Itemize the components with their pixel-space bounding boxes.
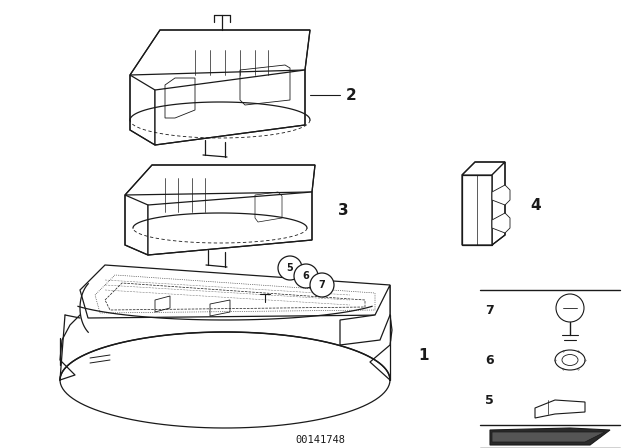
Polygon shape (155, 70, 305, 145)
Polygon shape (492, 213, 510, 233)
Text: 3: 3 (338, 202, 349, 217)
Text: 6: 6 (303, 271, 309, 281)
Text: 00141748: 00141748 (295, 435, 345, 445)
Circle shape (278, 256, 302, 280)
Circle shape (310, 273, 334, 297)
Polygon shape (535, 400, 585, 418)
Polygon shape (340, 285, 390, 345)
Text: 1: 1 (418, 348, 429, 362)
Polygon shape (130, 30, 310, 75)
Polygon shape (80, 265, 390, 318)
Polygon shape (492, 162, 505, 245)
Circle shape (294, 264, 318, 288)
Text: 5: 5 (287, 263, 293, 273)
Text: 2: 2 (346, 87, 356, 103)
Text: 5: 5 (485, 393, 493, 406)
Polygon shape (125, 195, 148, 255)
Text: 7: 7 (319, 280, 325, 290)
Polygon shape (130, 75, 155, 145)
Text: 7: 7 (485, 303, 493, 316)
Polygon shape (462, 175, 492, 245)
Text: 6: 6 (485, 353, 493, 366)
Polygon shape (490, 428, 610, 445)
Polygon shape (462, 162, 505, 175)
Text: 4: 4 (530, 198, 541, 212)
Polygon shape (492, 185, 510, 205)
Polygon shape (125, 165, 315, 195)
Polygon shape (148, 192, 312, 255)
Polygon shape (492, 432, 605, 442)
